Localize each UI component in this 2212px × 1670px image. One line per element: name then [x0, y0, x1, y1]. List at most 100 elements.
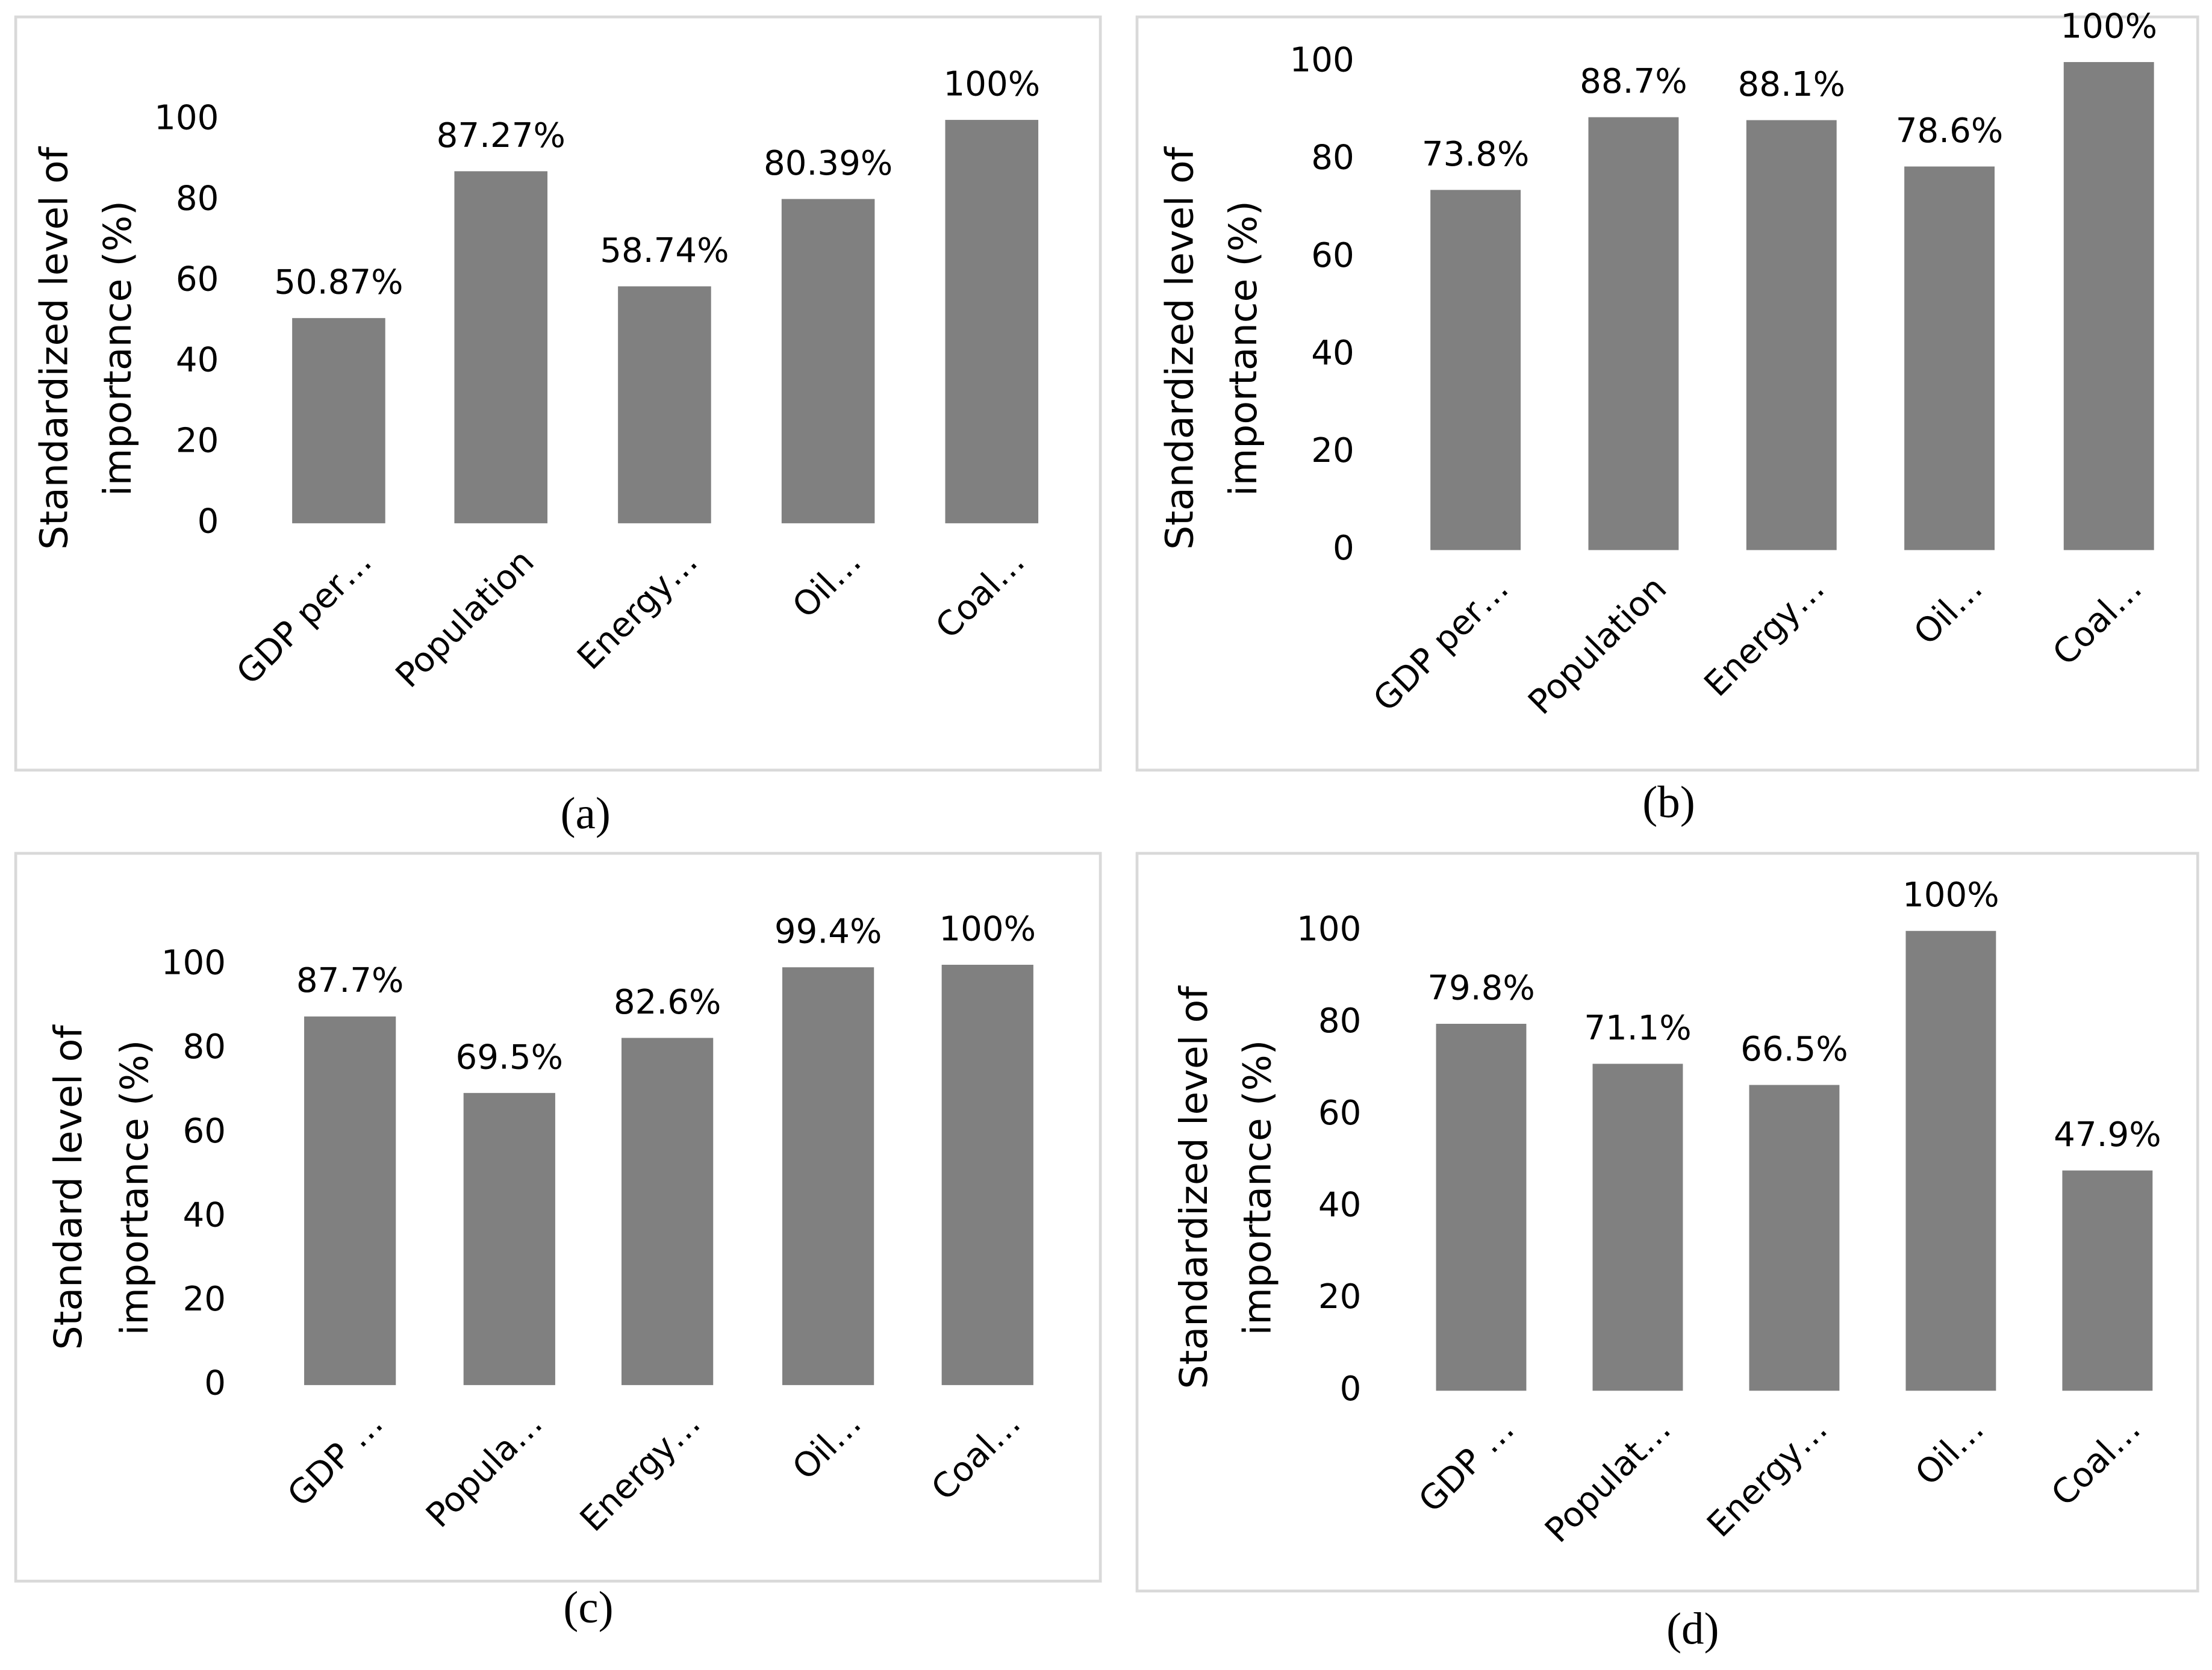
y-tick-label: 40: [183, 1195, 226, 1235]
value-label: 73.8%: [1422, 135, 1530, 174]
y-tick-label: 60: [1311, 236, 1354, 275]
y-tick-label: 60: [1318, 1094, 1362, 1133]
bar: [622, 1038, 714, 1385]
panel-frame: [14, 15, 1102, 772]
y-tick-label: 100: [154, 99, 219, 138]
x-tick-label: Popula…: [419, 1404, 550, 1535]
x-tick-label: Energy…: [1700, 1409, 1835, 1545]
value-label: 88.1%: [1737, 65, 1845, 104]
x-tick-label: Population: [1521, 569, 1675, 723]
value-label: 87.7%: [296, 961, 404, 1000]
x-tick-label: Energy…: [573, 1404, 708, 1539]
value-label: 78.6%: [1896, 111, 2004, 151]
value-label: 66.5%: [1740, 1030, 1848, 1069]
x-tick-label: Energy…: [570, 542, 705, 678]
y-tick-label: 80: [1318, 1002, 1362, 1041]
y-axis-title: Standardized level of: [1171, 985, 1216, 1389]
bar: [463, 1092, 555, 1385]
x-tick-label: Coal…: [924, 1404, 1028, 1508]
value-label: 79.8%: [1427, 968, 1535, 1008]
value-label: 88.7%: [1580, 62, 1687, 101]
y-tick-label: 20: [1318, 1277, 1362, 1316]
x-tick-label: Oil…: [1908, 1409, 1992, 1493]
x-tick-label: GDP per…: [1366, 569, 1516, 720]
x-tick-label: Oil…: [785, 542, 869, 626]
x-tick-label: Oil…: [785, 1404, 869, 1488]
bar: [304, 1016, 396, 1385]
x-tick-label: Coal…: [2044, 1409, 2148, 1513]
x-tick-label: GDP …: [1412, 1409, 1522, 1520]
y-tick-label: 60: [176, 260, 219, 299]
y-tick-label: 60: [183, 1112, 226, 1151]
y-tick-label: 40: [176, 341, 219, 380]
bar: [781, 199, 875, 523]
y-axis-title: importance (%): [1221, 201, 1265, 496]
value-label: 47.9%: [2054, 1115, 2161, 1154]
x-tick-label: Populat…: [1537, 1409, 1678, 1550]
value-label: 80.39%: [764, 144, 893, 183]
x-tick-label: Coal…: [2045, 569, 2149, 673]
y-tick-label: 80: [183, 1027, 226, 1067]
panel-caption: (d): [1666, 1604, 1719, 1654]
y-axis-title: importance (%): [95, 201, 140, 496]
y-tick-label: 20: [183, 1280, 226, 1319]
bar: [292, 318, 385, 523]
y-tick-label: 0: [1333, 529, 1354, 568]
y-axis-title: Standardized level of: [32, 146, 76, 550]
bar: [1592, 1064, 1683, 1391]
y-tick-label: 100: [161, 944, 226, 983]
value-label: 100%: [1902, 876, 1999, 915]
panel-caption: (c): [563, 1583, 613, 1633]
value-label: 100%: [2060, 7, 2157, 46]
y-tick-label: 0: [198, 502, 219, 541]
bar: [941, 964, 1033, 1385]
y-tick-label: 40: [1311, 334, 1354, 373]
value-label: 50.87%: [274, 263, 403, 302]
bar: [2062, 1170, 2153, 1391]
bar: [618, 286, 711, 523]
value-label: 82.6%: [614, 983, 721, 1022]
y-tick-label: 20: [1311, 431, 1354, 470]
y-axis-title: importance (%): [112, 1040, 157, 1336]
bar: [1588, 117, 1679, 550]
x-tick-label: GDP …: [280, 1404, 391, 1515]
value-label: 100%: [943, 64, 1040, 104]
value-label: 58.74%: [600, 231, 729, 270]
value-label: 69.5%: [456, 1038, 564, 1077]
bar: [1749, 1085, 1840, 1391]
y-tick-label: 0: [1340, 1369, 1362, 1409]
value-label: 99.4%: [774, 912, 882, 952]
bar: [1905, 930, 1996, 1391]
bar: [454, 171, 548, 523]
y-tick-label: 80: [176, 179, 219, 219]
x-tick-label: GDP per…: [229, 542, 380, 693]
x-tick-label: Energy…: [1697, 569, 1833, 705]
bar: [945, 120, 1039, 523]
value-label: 71.1%: [1584, 1009, 1692, 1048]
y-tick-label: 100: [1289, 41, 1354, 80]
value-label: 87.27%: [437, 116, 565, 155]
panel-caption: (a): [561, 789, 611, 839]
bar: [2063, 62, 2154, 550]
y-tick-label: 100: [1297, 909, 1361, 949]
y-axis-title: Standardized level of: [1157, 146, 1202, 550]
y-axis-title: Standard level of: [46, 1024, 90, 1350]
y-tick-label: 0: [204, 1364, 226, 1403]
bar: [1904, 166, 1995, 550]
y-tick-label: 80: [1311, 139, 1354, 178]
x-tick-label: Population: [388, 542, 542, 696]
bar: [1746, 120, 1837, 550]
x-tick-label: Oil…: [1907, 569, 1990, 653]
y-tick-label: 20: [176, 422, 219, 461]
panel-frame: [14, 852, 1102, 1583]
y-tick-label: 40: [1318, 1185, 1362, 1224]
bar: [1430, 190, 1521, 550]
bar: [1436, 1023, 1527, 1391]
panel-frame: [1135, 15, 2199, 772]
bar: [782, 967, 874, 1385]
y-axis-title: importance (%): [1235, 1040, 1279, 1336]
panel-frame: [1135, 852, 2199, 1593]
value-label: 100%: [939, 909, 1036, 949]
